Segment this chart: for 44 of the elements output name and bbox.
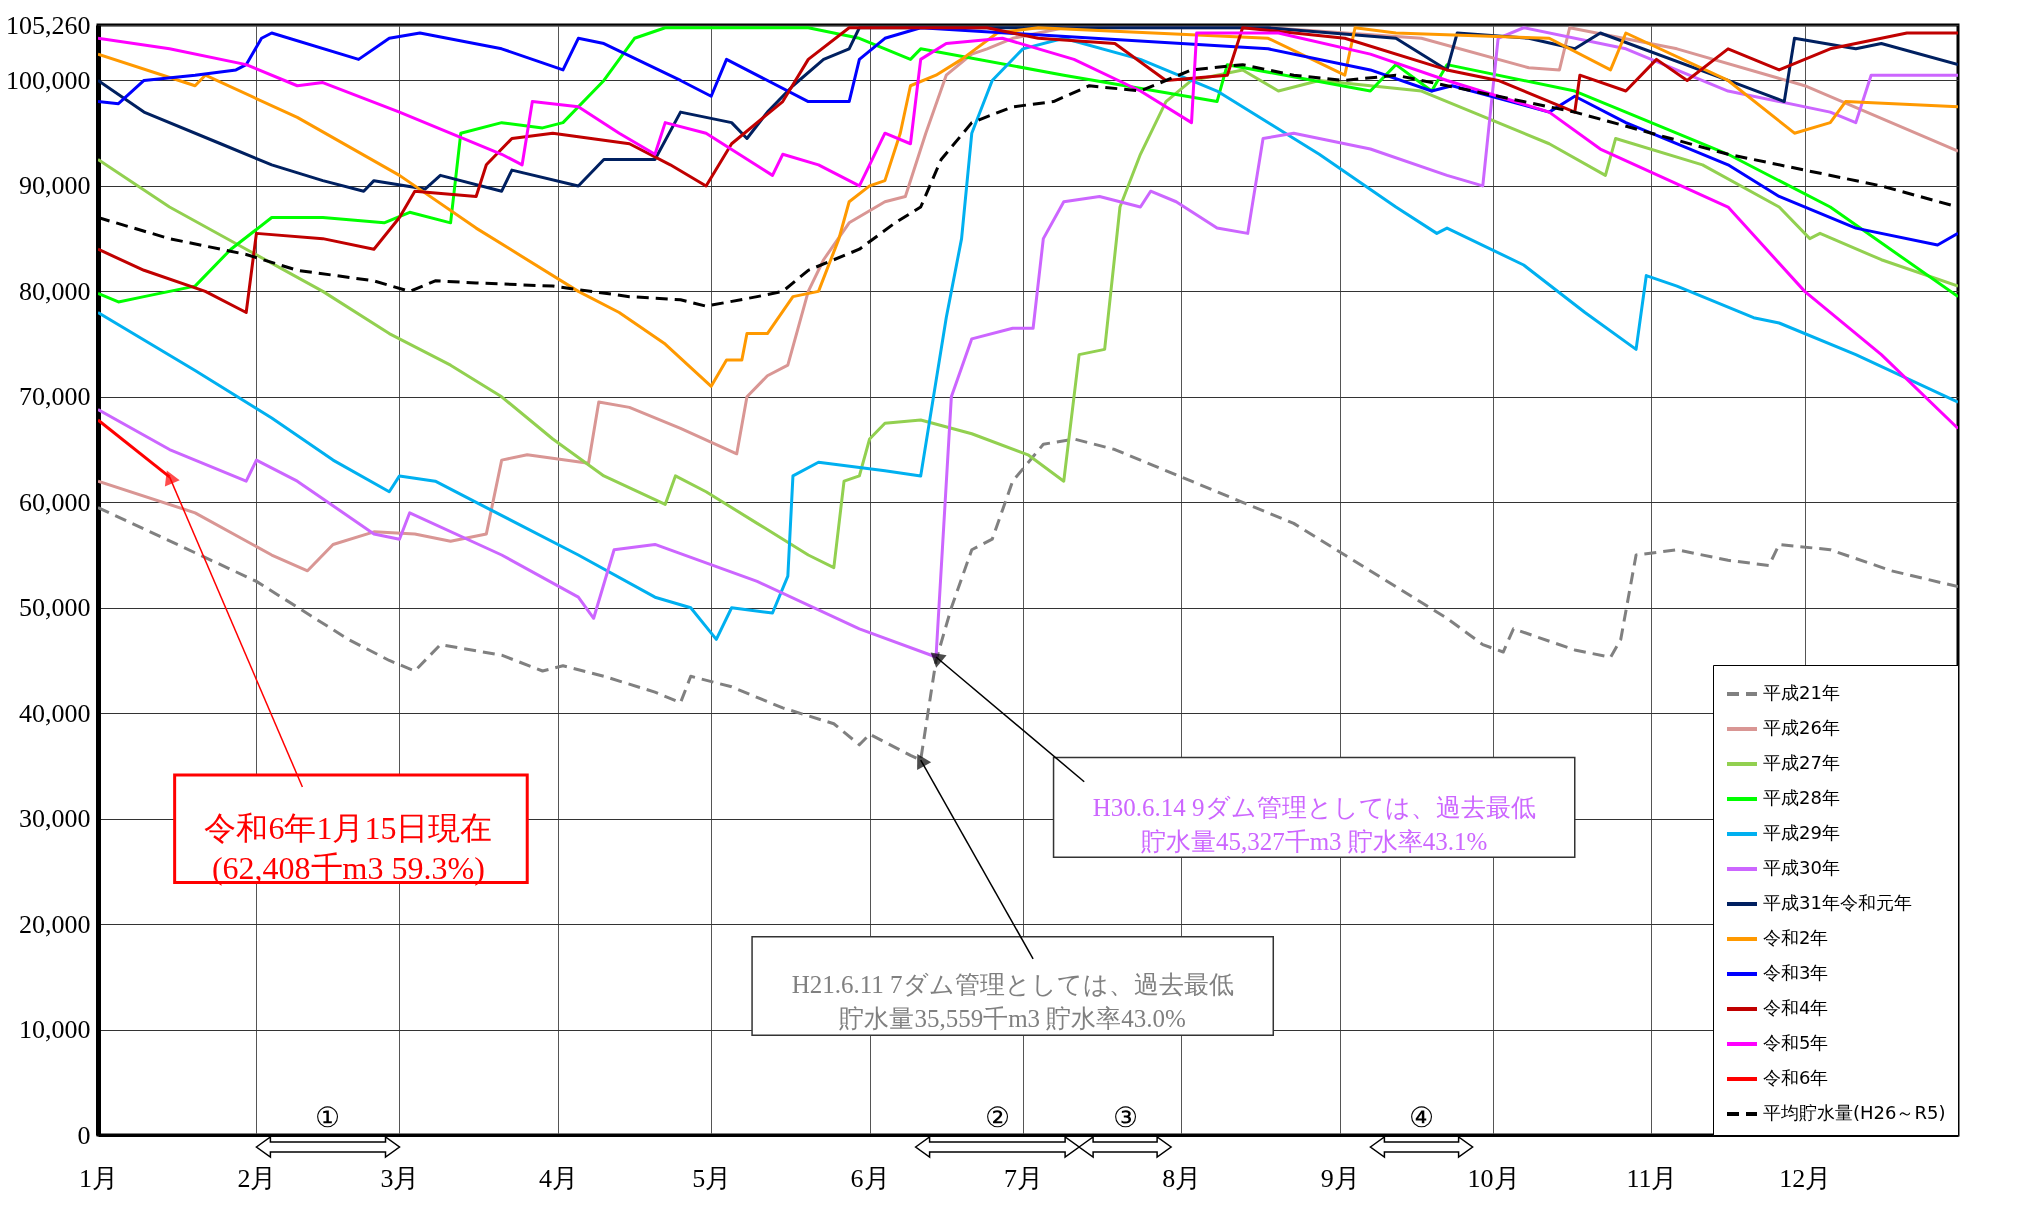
x-tick-label: 8月 [1162, 1163, 1202, 1193]
annotation: ③ [1112, 1102, 1138, 1133]
x-tick-label: 5月 [692, 1163, 732, 1193]
annotation: ① [315, 1102, 341, 1133]
legend-label: 令和4年 [1763, 997, 1829, 1018]
x-tick-label: 11月 [1626, 1163, 1678, 1193]
y-tick-label: 90,000 [19, 171, 91, 201]
y-tick-label: 80,000 [19, 276, 91, 306]
legend-label: 平成28年 [1763, 787, 1840, 808]
legend-label: 平成21年 [1763, 682, 1840, 703]
legend-label: 平成26年 [1763, 717, 1840, 738]
y-tick-label: 60,000 [19, 487, 91, 517]
annotation: ② [984, 1102, 1010, 1133]
legend-label: 令和6年 [1763, 1067, 1829, 1088]
x-tick-label: 7月 [1003, 1163, 1043, 1193]
y-tick-label: 105,260 [6, 10, 91, 40]
annotation: H21.6.11 7ダム管理としては、過去最低貯水量35,559千m3 貯水率43.0% [791, 970, 1234, 1032]
legend-label: 平成27年 [1763, 752, 1840, 773]
legend-label: 平成30年 [1763, 857, 1840, 878]
y-tick-label: 20,000 [19, 909, 91, 939]
legend-label: 平均貯水量(H26～R5) [1763, 1102, 1946, 1123]
annotation: ④ [1408, 1102, 1434, 1133]
legend-label: 令和2年 [1763, 927, 1829, 948]
legend-label: 令和3年 [1763, 962, 1829, 983]
annotation: H30.6.14 9ダム管理としては、過去最低貯水量45,327千m3 貯水率43.1% [1092, 794, 1536, 856]
x-tick-label: 6月 [850, 1163, 890, 1193]
legend-label: 平成31年令和元年 [1763, 892, 1912, 913]
y-tick-label: 10,000 [19, 1015, 91, 1045]
x-tick-label: 2月 [237, 1163, 277, 1193]
y-tick-label: 100,000 [6, 65, 91, 95]
legend-label: 令和5年 [1763, 1032, 1829, 1053]
x-tick-label: 12月 [1779, 1163, 1832, 1193]
x-tick-label: 10月 [1467, 1163, 1520, 1193]
x-tick-label: 9月 [1320, 1163, 1360, 1193]
y-tick-label: 0 [77, 1120, 91, 1150]
y-tick-label: 40,000 [19, 698, 91, 728]
x-tick-label: 1月 [79, 1163, 118, 1193]
x-tick-label: 4月 [538, 1163, 578, 1193]
legend-label: 平成29年 [1763, 822, 1840, 843]
y-tick-label: 50,000 [19, 593, 91, 623]
x-tick-label: 3月 [380, 1163, 420, 1193]
y-tick-label: 30,000 [19, 804, 91, 834]
y-tick-label: 70,000 [19, 382, 91, 412]
annotation: 令和6年1月15日現在 (62,408千m3 59.3%) [204, 810, 493, 887]
